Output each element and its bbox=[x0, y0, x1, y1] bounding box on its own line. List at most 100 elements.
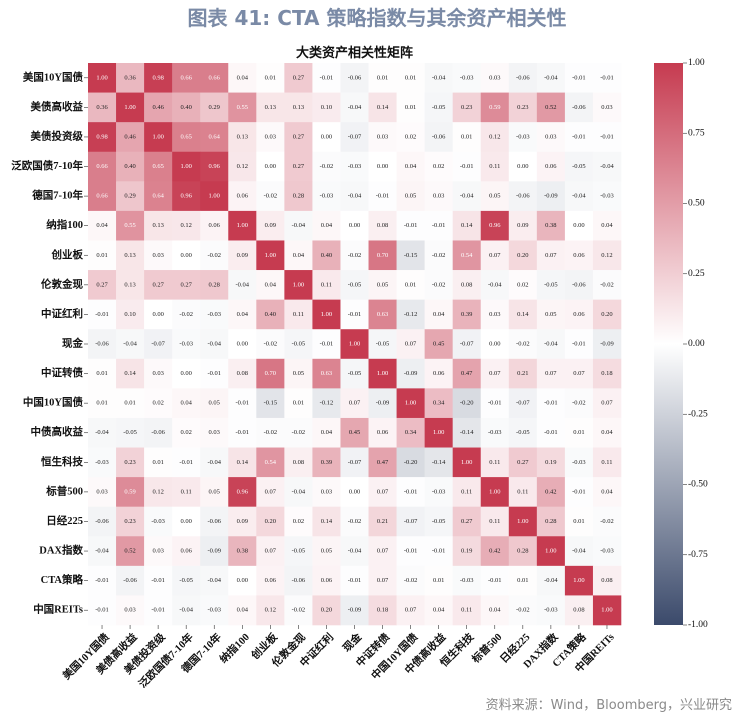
heatmap-cell bbox=[452, 417, 482, 448]
heatmap-cell bbox=[480, 299, 510, 330]
cell-value-label: 0.65 bbox=[180, 133, 191, 140]
heatmap-cell bbox=[480, 477, 510, 507]
heatmap-cell bbox=[228, 329, 257, 360]
cell-value-label: 0.08 bbox=[293, 459, 304, 466]
heatmap-cell bbox=[340, 151, 369, 182]
heatmap-cell bbox=[172, 417, 201, 448]
heatmap-cell bbox=[228, 595, 257, 626]
heatmap-cell bbox=[424, 595, 453, 626]
cell-value-label: -0.04 bbox=[544, 577, 558, 584]
heatmap-cell bbox=[172, 595, 201, 626]
heatmap-cell bbox=[144, 358, 173, 389]
row-label: 中债高收益 bbox=[31, 425, 84, 438]
cell-value-label: 0.46 bbox=[124, 133, 136, 140]
cell-value-label: 0.12 bbox=[237, 163, 248, 170]
cell-value-label: 0.13 bbox=[124, 252, 135, 259]
cell-value-label: 0.01 bbox=[461, 133, 472, 140]
cell-value-label: -0.02 bbox=[292, 607, 306, 614]
heatmap-cell bbox=[200, 536, 229, 567]
heatmap-cell bbox=[508, 151, 538, 182]
cell-value-label: 0.00 bbox=[517, 163, 528, 170]
colorbar-tick-label: 0.25 bbox=[688, 269, 705, 279]
heatmap-cell bbox=[200, 329, 229, 360]
cell-value-label: 0.23 bbox=[461, 104, 472, 111]
heatmap-cell bbox=[396, 181, 425, 212]
cell-value-label: 0.55 bbox=[124, 222, 135, 229]
cell-value-label: 1.00 bbox=[601, 607, 612, 614]
cell-value-label: -0.01 bbox=[488, 577, 502, 584]
cell-value-label: 0.00 bbox=[180, 518, 191, 525]
heatmap-cell bbox=[452, 595, 482, 626]
cell-value-label: -0.04 bbox=[600, 163, 614, 170]
heatmap-cell bbox=[284, 329, 313, 360]
cell-value-label: 0.54 bbox=[461, 252, 473, 259]
cell-value-label: 0.02 bbox=[180, 429, 191, 436]
cell-value-label: 0.96 bbox=[209, 163, 221, 170]
cell-value-label: -0.04 bbox=[432, 74, 446, 81]
cell-value-label: 0.13 bbox=[293, 104, 304, 111]
heatmap-cell bbox=[200, 565, 229, 596]
cell-value-label: -0.04 bbox=[348, 193, 362, 200]
heatmap-cell bbox=[480, 92, 510, 123]
heatmap-cell bbox=[200, 270, 229, 300]
cell-value-label: 0.39 bbox=[461, 311, 472, 318]
heatmap-cell bbox=[144, 270, 173, 300]
cell-value-label: 0.70 bbox=[377, 252, 388, 259]
cell-value-label: 0.45 bbox=[433, 341, 444, 348]
cell-value-label: -0.05 bbox=[123, 429, 137, 436]
heatmap-cell bbox=[116, 122, 145, 153]
cell-value-label: 0.27 bbox=[293, 74, 305, 81]
cell-value-label: 0.27 bbox=[293, 133, 305, 140]
cell-value-label: 0.29 bbox=[124, 193, 135, 200]
heatmap-cell bbox=[536, 447, 566, 478]
heatmap-cell bbox=[116, 92, 145, 123]
heatmap-cell bbox=[368, 447, 397, 478]
heatmap-cell bbox=[116, 329, 145, 360]
cell-value-label: 0.64 bbox=[209, 133, 221, 140]
heatmap-cell bbox=[284, 181, 313, 212]
heatmap-cell bbox=[564, 536, 594, 567]
cell-value-label: -0.01 bbox=[236, 400, 250, 407]
heatmap-cell bbox=[116, 358, 145, 389]
heatmap-cell bbox=[508, 299, 538, 330]
heatmap-cell bbox=[536, 181, 566, 212]
cell-value-label: 0.29 bbox=[209, 104, 220, 111]
heatmap-cell bbox=[312, 270, 341, 300]
heatmap-cell bbox=[480, 358, 510, 389]
heatmap-cell bbox=[256, 122, 285, 153]
heatmap-cell bbox=[284, 63, 313, 93]
row-label: 中国10Y国债 bbox=[23, 396, 84, 409]
heatmap-cell bbox=[424, 122, 453, 153]
cell-value-label: -0.07 bbox=[516, 400, 530, 407]
heatmap-cell bbox=[256, 181, 285, 212]
cell-value-label: 0.04 bbox=[237, 311, 249, 318]
cell-value-label: 0.09 bbox=[237, 518, 248, 525]
heatmap-cell bbox=[312, 63, 341, 93]
cell-value-label: -0.09 bbox=[376, 400, 390, 407]
heatmap-cell bbox=[508, 181, 538, 212]
cell-value-label: -0.05 bbox=[292, 548, 306, 555]
heatmap-cell bbox=[284, 358, 313, 389]
heatmap-cell bbox=[508, 329, 538, 360]
heatmap-cell bbox=[228, 506, 257, 537]
heatmap-cell bbox=[144, 299, 173, 330]
cell-value-label: 0.00 bbox=[573, 222, 584, 229]
heatmap-cell bbox=[564, 122, 594, 153]
heatmap-cell bbox=[592, 417, 622, 448]
heatmap-cell bbox=[480, 151, 510, 182]
cell-value-label: 0.01 bbox=[293, 400, 304, 407]
heatmap-cell bbox=[536, 565, 566, 596]
heatmap-cell bbox=[256, 92, 285, 123]
cell-value-label: -0.06 bbox=[95, 341, 109, 348]
cell-value-label: -0.02 bbox=[600, 281, 614, 288]
heatmap-cell bbox=[200, 299, 229, 330]
cell-value-label: 1.00 bbox=[237, 222, 248, 229]
cell-value-label: 0.04 bbox=[96, 222, 108, 229]
heatmap-cell bbox=[88, 358, 117, 389]
source-note: 资料来源：Wind，Bloomberg，兴业研究 bbox=[485, 698, 732, 713]
heatmap-cell bbox=[396, 388, 425, 419]
cell-value-label: -0.01 bbox=[236, 429, 250, 436]
cell-value-label: 1.00 bbox=[405, 400, 416, 407]
cell-value-label: 0.03 bbox=[152, 370, 163, 377]
